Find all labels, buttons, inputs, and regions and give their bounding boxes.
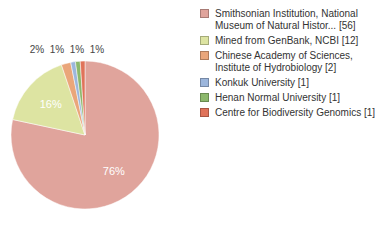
html-text:Mined from GenBank, NCBI [12]: Mined from GenBank, NCBI [12] <box>215 35 359 46</box>
svg-text:1%: 1% <box>50 44 65 55</box>
svg-text:16%: 16% <box>40 98 62 110</box>
html-text:Konkuk University [1]: Konkuk University [1] <box>215 77 309 88</box>
html-text:Centre for Biodiversity Genomi: Centre for Biodiversity Genomics [1] <box>215 107 376 118</box>
svg-text:76%: 76% <box>103 165 125 177</box>
svg-text:2%: 2% <box>30 44 45 55</box>
html-text:Chinese Academy of Sciences, I: Chinese Academy of Sciences, Institute o… <box>215 50 353 73</box>
html-text:Henan Normal University [1]: Henan Normal University [1] <box>215 92 340 103</box>
html-text:Smithsonian Institution, Natio: Smithsonian Institution, National Museum… <box>215 8 358 31</box>
svg-text:1%: 1% <box>90 44 105 55</box>
svg-text:1%: 1% <box>70 44 85 55</box>
